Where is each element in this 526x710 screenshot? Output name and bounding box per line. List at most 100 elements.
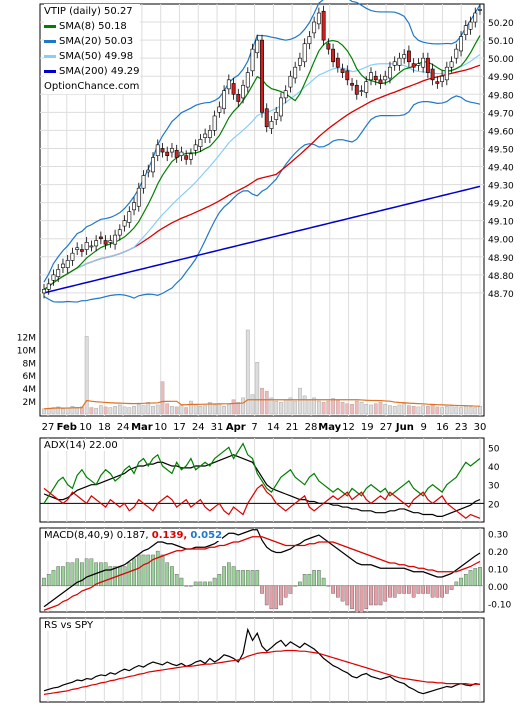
candle-body xyxy=(307,36,312,45)
volume-bar xyxy=(411,405,416,415)
candle-body xyxy=(463,25,468,35)
macd-histogram-bar xyxy=(326,585,331,587)
volume-bar xyxy=(236,402,241,415)
candle-body xyxy=(260,39,264,113)
volume-bar xyxy=(136,404,141,415)
macd-histogram-bar xyxy=(317,570,321,586)
macd-histogram-bar xyxy=(198,581,203,586)
macd-histogram-bar xyxy=(383,585,388,602)
volume-bar xyxy=(279,402,283,415)
x-tick-label-5: Mar xyxy=(131,422,153,433)
candle-body xyxy=(435,81,440,84)
volume-bar xyxy=(340,402,345,415)
volume-bar xyxy=(212,404,217,415)
volume-bar xyxy=(369,404,373,415)
macd-histogram-bar xyxy=(444,585,449,594)
macd-histogram-bar xyxy=(51,570,56,586)
candle-body xyxy=(345,70,350,81)
macd-histogram-bar xyxy=(208,581,212,586)
macd-histogram-bar xyxy=(359,585,364,613)
macd-histogram-bar xyxy=(56,566,61,586)
volume-bar xyxy=(103,406,108,415)
volume-bar xyxy=(98,405,103,415)
candle-body xyxy=(236,93,241,102)
volume-bar xyxy=(122,406,127,415)
x-tick-label-11: 7 xyxy=(251,422,257,433)
volume-bar xyxy=(132,405,136,415)
volume-bar xyxy=(383,404,388,415)
macd-histogram-bar xyxy=(354,585,359,613)
volume-bar xyxy=(245,329,250,415)
candle-body xyxy=(103,240,108,245)
volume-bar xyxy=(378,402,383,415)
candle-body xyxy=(170,148,174,153)
candle-body xyxy=(241,84,245,99)
volume-bar xyxy=(354,400,359,415)
macd-histogram-bar xyxy=(193,581,198,586)
rs-series-1 xyxy=(43,649,480,695)
chart-title-text: VTIP (daily) 50.27 xyxy=(44,6,133,17)
volume-bar xyxy=(250,394,255,415)
price-legend: VTIP (daily) 50.27 SMA(8) 50.18 SMA(20) … xyxy=(44,4,140,94)
volume-bar xyxy=(440,407,444,415)
legend-sma50-label: SMA(50) 49.98 xyxy=(59,51,134,62)
candle-body xyxy=(65,260,70,268)
candle-body xyxy=(364,81,369,93)
candle-body xyxy=(449,61,454,68)
volume-bar xyxy=(141,405,146,415)
price-y-tick-8: 49.50 xyxy=(488,145,514,155)
macd-histogram-bar xyxy=(340,585,345,602)
macd-label-text: MACD(8,40,9) 0.187, xyxy=(44,530,149,541)
candle-body xyxy=(388,66,392,79)
volume-bar xyxy=(146,402,151,415)
candle-body xyxy=(255,39,260,54)
macd-histogram-bar xyxy=(463,574,468,586)
adx-series-2 xyxy=(43,483,481,520)
macd-histogram-bar xyxy=(42,577,46,586)
macd-histogram-bar xyxy=(335,585,340,598)
candle-body xyxy=(217,106,222,113)
macd-y-tick-2: 0.10 xyxy=(488,565,508,575)
macd-histogram-bar xyxy=(473,568,478,586)
x-tick-label-0: 27 xyxy=(42,422,55,433)
candle-body xyxy=(378,79,383,84)
candle-body xyxy=(350,83,354,86)
price-y-tick-7: 49.40 xyxy=(488,164,514,174)
legend-sma20-label: SMA(20) 50.03 xyxy=(59,36,134,47)
candle-body xyxy=(359,90,364,92)
volume-bar xyxy=(84,336,89,415)
volume-bar xyxy=(298,387,302,415)
volume-bar xyxy=(127,407,132,415)
adx-y-tick-1: 30 xyxy=(488,482,500,492)
legend-sma50: SMA(50) 49.98 xyxy=(44,49,140,64)
legend-sma8: SMA(8) 50.18 xyxy=(44,19,140,34)
price-y-tick-6: 49.30 xyxy=(488,182,514,192)
legend-sma20: SMA(20) 50.03 xyxy=(44,34,140,49)
macd-y-tick-3: 0.20 xyxy=(488,548,508,558)
candle-body xyxy=(354,84,359,95)
macd-histogram-bar xyxy=(331,585,335,594)
macd-histogram-bar xyxy=(103,562,108,586)
macd-histogram-bar xyxy=(46,574,51,586)
volume-bar xyxy=(416,406,421,415)
volume-bar xyxy=(65,407,70,415)
volume-bar xyxy=(444,405,449,415)
candle-body xyxy=(293,66,298,79)
candle-body xyxy=(160,148,165,153)
x-tick-label-22: 23 xyxy=(455,422,468,433)
macd-histogram-bar xyxy=(108,566,113,586)
macd-histogram-bar xyxy=(478,567,482,586)
macd-histogram-bar xyxy=(269,585,274,610)
volume-bar xyxy=(468,406,473,415)
candle-body xyxy=(136,187,141,207)
candle-body xyxy=(226,79,231,90)
volume-bar xyxy=(198,405,203,415)
macd-histogram-bar xyxy=(264,585,269,606)
macd-series-1 xyxy=(43,536,481,611)
macd-histogram-bar xyxy=(179,577,184,586)
macd-hist-value: 0.052 xyxy=(190,530,223,541)
x-tick-label-10: Apr xyxy=(226,422,246,433)
x-tick-label-6: 10 xyxy=(154,422,167,433)
macd-histogram-bar xyxy=(89,558,94,586)
macd-label: MACD(8,40,9) 0.187, 0.139, 0.052 xyxy=(44,530,223,541)
